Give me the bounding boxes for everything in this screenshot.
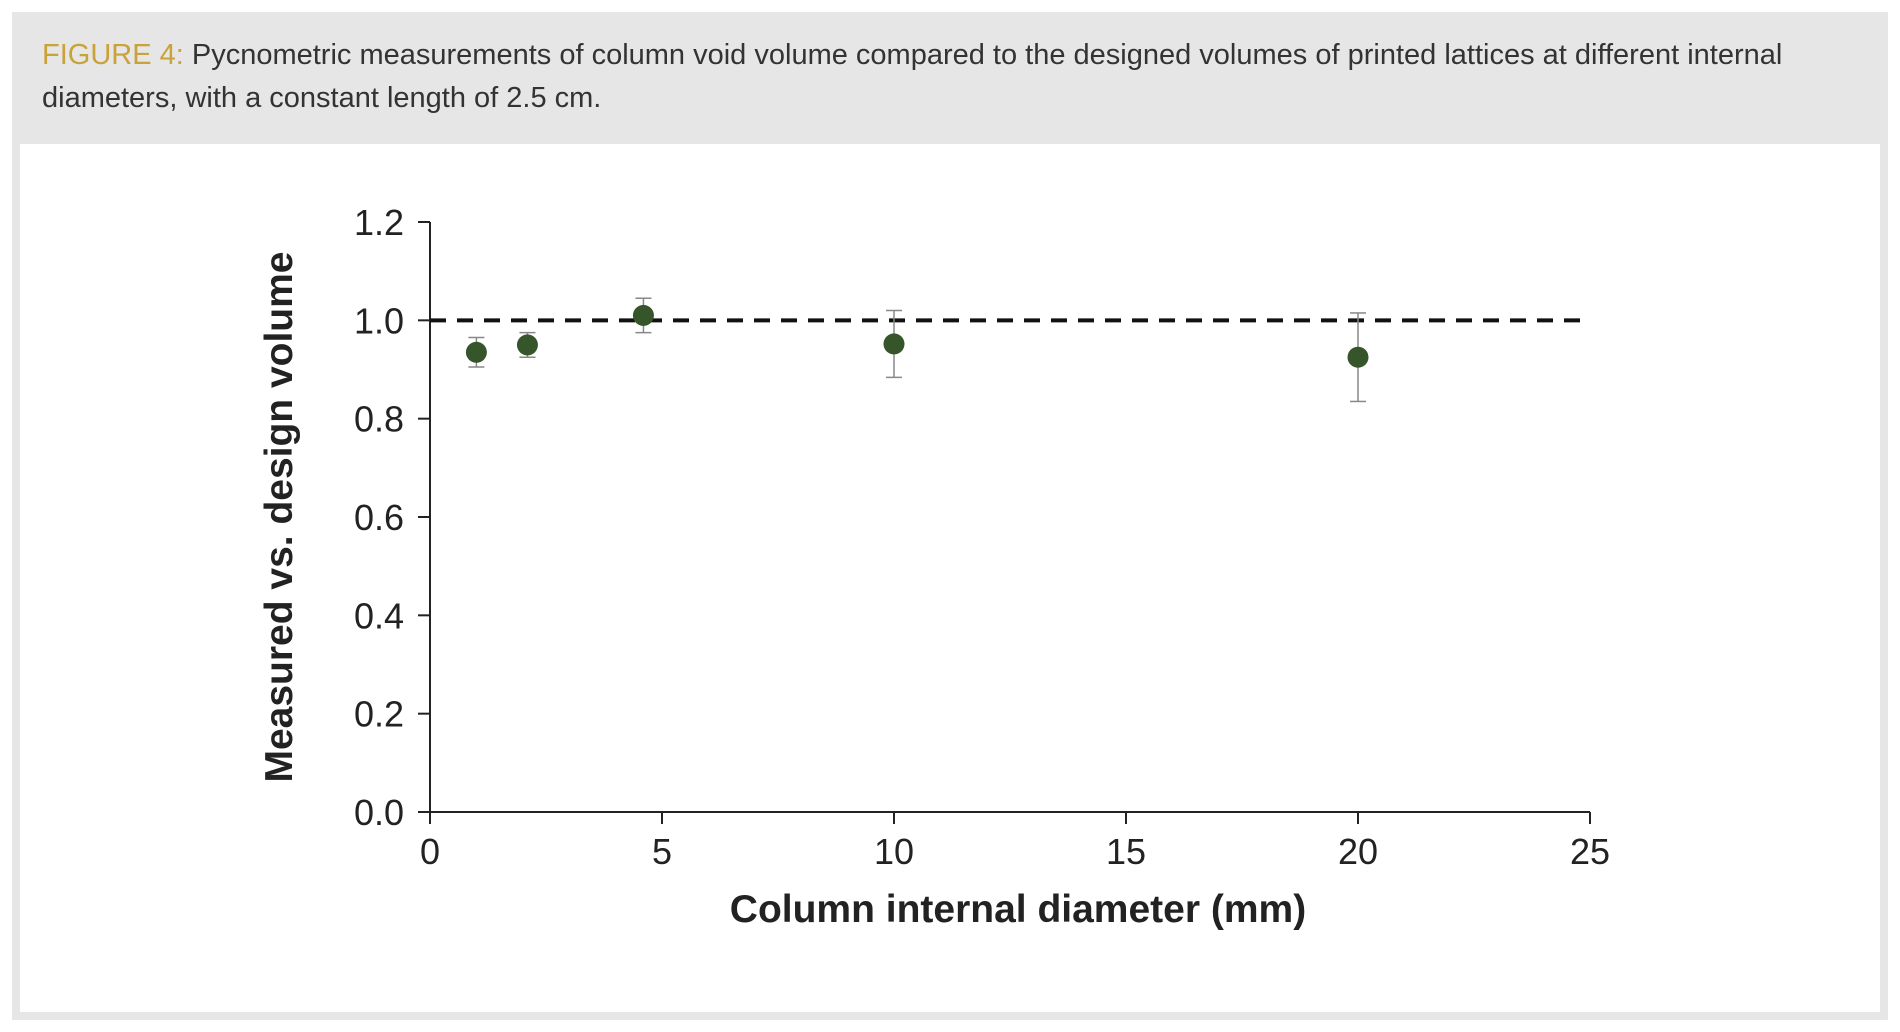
x-tick-label: 25 <box>1570 831 1610 872</box>
x-tick-label: 15 <box>1106 831 1146 872</box>
x-tick-label: 10 <box>874 831 914 872</box>
caption-text: Pycnometric measurements of column void … <box>42 39 1783 114</box>
data-point <box>883 333 905 355</box>
plot-panel: 0.0 0.2 0.4 0.6 0.8 1.0 1.2 0 5 10 15 20 25 Column in… <box>20 144 1880 1012</box>
x-tick-label: 5 <box>652 831 672 872</box>
x-tick-label: 20 <box>1338 831 1378 872</box>
y-tick-label: 1.2 <box>354 202 404 243</box>
y-tick-label: 0.8 <box>354 399 404 440</box>
figure-caption: FIGURE 4: Pycnometric measurements of co… <box>42 34 1822 120</box>
scatter-chart: 0.0 0.2 0.4 0.6 0.8 1.0 1.2 0 5 10 15 20 25 Column in… <box>258 202 1610 931</box>
data-point <box>516 334 538 356</box>
data-point <box>632 304 654 326</box>
figure-container: FIGURE 4: Pycnometric measurements of co… <box>12 12 1888 1020</box>
y-tick-label: 0.6 <box>354 497 404 538</box>
data-point <box>1347 346 1369 368</box>
y-tick-label: 0.0 <box>354 792 404 833</box>
y-tick-label: 1.0 <box>354 300 404 341</box>
y-tick-label: 0.2 <box>354 694 404 735</box>
y-axis-title: Measured vs. design volume <box>258 251 301 782</box>
x-axis-title: Column internal diameter (mm) <box>730 888 1306 931</box>
x-tick-label: 0 <box>420 831 440 872</box>
y-tick-label: 0.4 <box>354 595 404 636</box>
data-point <box>465 341 487 363</box>
figure-label: FIGURE 4: <box>42 39 184 71</box>
